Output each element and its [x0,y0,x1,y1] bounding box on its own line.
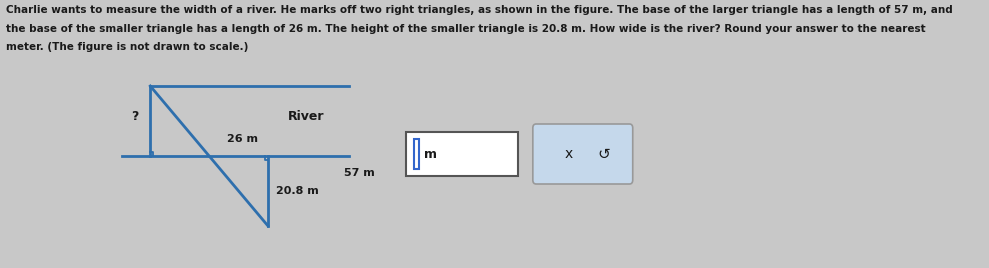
Text: 26 m: 26 m [226,134,257,144]
FancyBboxPatch shape [406,132,518,176]
Text: the base of the smaller triangle has a length of 26 m. The height of the smaller: the base of the smaller triangle has a l… [6,24,926,34]
Text: 57 m: 57 m [344,168,375,178]
Text: Charlie wants to measure the width of a river. He marks off two right triangles,: Charlie wants to measure the width of a … [6,5,952,15]
Text: ?: ? [131,110,138,122]
FancyBboxPatch shape [414,139,418,169]
Text: m: m [424,147,437,161]
Text: x: x [565,147,573,161]
Text: ↺: ↺ [597,147,609,162]
FancyBboxPatch shape [533,124,633,184]
Text: meter. (The figure is not drawn to scale.): meter. (The figure is not drawn to scale… [6,42,248,52]
Text: 20.8 m: 20.8 m [276,186,318,196]
Text: River: River [289,110,324,122]
